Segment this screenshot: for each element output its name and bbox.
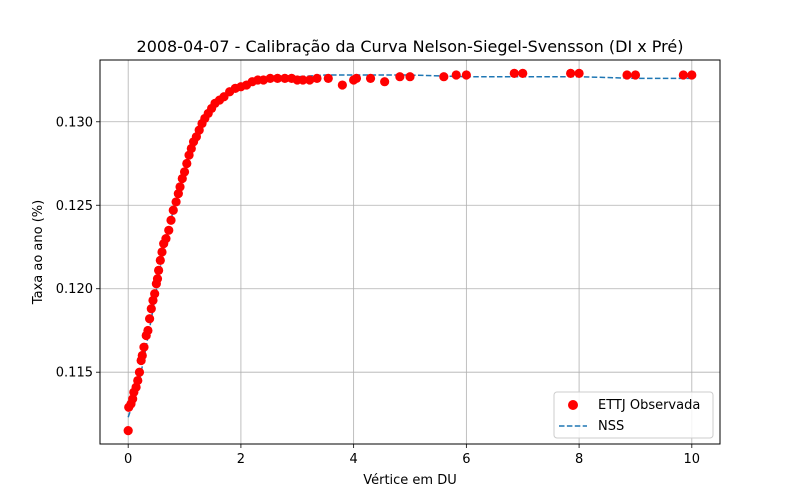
observed-point [133, 375, 143, 386]
x-tick-label: 4 [349, 452, 357, 467]
observed-point [566, 68, 576, 78]
observed-point [155, 255, 165, 265]
x-tick-label: 6 [462, 452, 470, 467]
observed-point [146, 304, 156, 314]
grid [100, 60, 720, 444]
y-tick-label: 0.130 [56, 115, 93, 130]
observed-point [161, 234, 171, 244]
observed-point [182, 158, 192, 169]
observed-point [143, 325, 153, 336]
legend-box [553, 391, 714, 439]
x-axis: 0 2 4 6 8 10 [124, 444, 700, 467]
y-axis: 0.115 0.120 0.125 0.130 [56, 115, 100, 381]
x-tick-label: 10 [684, 452, 701, 467]
y-tick-label: 0.115 [56, 366, 93, 381]
legend-label-observed: ETTJ Observada [598, 398, 700, 413]
observed-point [298, 75, 308, 85]
observed-point [179, 167, 190, 177]
x-tick-label: 8 [575, 452, 583, 467]
observed-point [150, 289, 160, 299]
chart-title: 2008-04-07 - Calibração da Curva Nelson-… [137, 37, 684, 56]
observed-point [164, 225, 174, 235]
observed-point [171, 197, 181, 207]
observed-point [134, 367, 145, 377]
y-axis-title: Taxa ao ano (%) [31, 200, 46, 305]
plot-frame [99, 59, 721, 445]
observed-point [157, 247, 167, 257]
observed-point [145, 314, 155, 324]
observed-point [154, 265, 164, 275]
observed-point [305, 75, 315, 85]
x-axis-title: Vértice em DU [363, 473, 457, 488]
legend-label-nss: NSS [598, 419, 624, 434]
observed-point [380, 77, 390, 87]
observed-point [337, 80, 347, 90]
observed-point [509, 68, 519, 78]
observed-point [323, 73, 333, 83]
observed-point [137, 350, 147, 361]
observed-point [461, 70, 471, 80]
observed-point [451, 70, 461, 80]
legend-marker-observed [568, 400, 578, 410]
observed-point [574, 68, 584, 78]
observed-point [175, 182, 185, 192]
observed-point [622, 70, 632, 80]
observed-point [518, 68, 528, 78]
observed-point [123, 426, 133, 436]
y-tick-label: 0.120 [56, 282, 93, 297]
observed-point [439, 72, 449, 82]
observed-point [678, 70, 688, 80]
y-tick-label: 0.125 [56, 199, 93, 214]
observed-point [365, 73, 376, 83]
observed-point [280, 73, 290, 83]
observed-series [123, 68, 697, 436]
observed-point [687, 70, 697, 80]
x-tick-label: 0 [124, 452, 132, 467]
x-tick-label: 2 [237, 452, 245, 467]
observed-point [630, 70, 641, 80]
observed-point [168, 205, 178, 215]
observed-point [405, 72, 415, 82]
observed-point [265, 73, 275, 83]
observed-point [152, 274, 163, 284]
observed-point [139, 342, 149, 352]
observed-point [312, 73, 322, 83]
observed-point [166, 215, 176, 225]
legend: ETTJ Observada NSS [553, 391, 714, 439]
observed-point [395, 72, 405, 82]
observed-point [272, 73, 283, 83]
observed-point [351, 73, 362, 83]
